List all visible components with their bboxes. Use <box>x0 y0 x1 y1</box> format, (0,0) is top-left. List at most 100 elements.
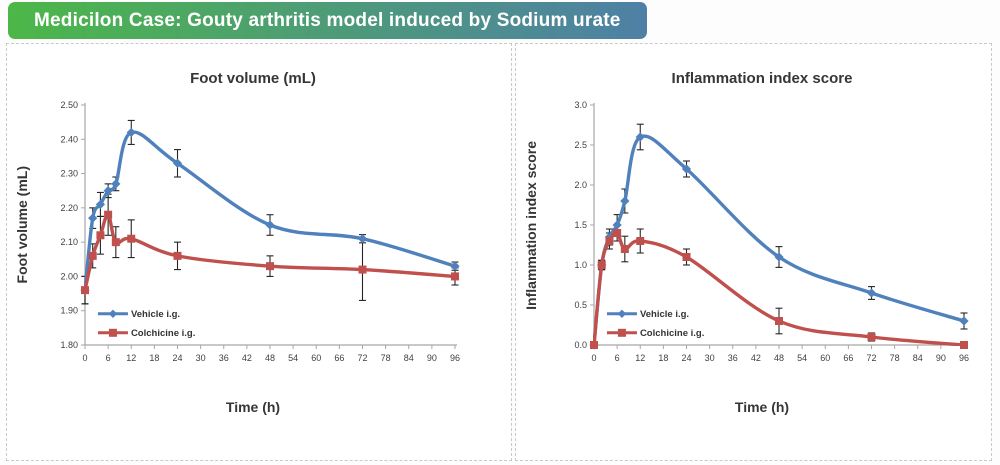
foot-volume-chart: 1.80 1.90 2.00 2.10 2.20 2.30 2.40 2.50 0 6 12 18 24… <box>60 100 460 363</box>
foot-volume-yaxis-label: Foot volume (mL) <box>14 166 30 284</box>
diamond-marker <box>620 196 630 206</box>
x-tick-label: 36 <box>728 353 738 363</box>
x-tick-label: 90 <box>427 353 437 363</box>
x-tick-label: 54 <box>288 353 298 363</box>
legend-diamond-marker <box>617 309 627 318</box>
inflammation-chart: 0.0 0.5 1.0 1.5 2.0 2.5 3.0 0 6 12 18 24 30 36 42 48 54 6… <box>574 100 969 363</box>
x-tick-label: 84 <box>404 353 414 363</box>
y-tick-label: 0.5 <box>574 300 587 310</box>
x-tick-label: 24 <box>172 353 182 363</box>
x-tick-label: 0 <box>591 353 596 363</box>
y-tick-label: 2.10 <box>60 237 78 247</box>
y-tick-label: 1.0 <box>574 260 587 270</box>
square-marker <box>775 317 783 325</box>
square-marker <box>81 286 89 295</box>
chart-panels: Foot volume (mL) Foot volume (mL) 1.80 1.… <box>6 43 992 461</box>
diamond-marker <box>774 252 784 262</box>
square-marker <box>111 238 120 247</box>
x-tick-label: 24 <box>681 353 691 363</box>
square-marker <box>88 251 97 260</box>
x-tick-label: 60 <box>311 353 321 363</box>
square-marker <box>104 210 113 219</box>
x-tick-label: 42 <box>242 353 252 363</box>
x-tick-label: 42 <box>751 353 761 363</box>
diamond-marker <box>265 220 275 230</box>
y-tick-label: 0.0 <box>574 340 587 350</box>
x-tick-label: 12 <box>635 353 645 363</box>
x-tick-label: 54 <box>797 353 807 363</box>
y-tick-label: 2.0 <box>574 180 587 190</box>
y-tick-label: 3.0 <box>574 100 587 110</box>
y-tick-label: 2.20 <box>60 203 78 213</box>
series-line <box>84 130 457 292</box>
case-banner-title: Medicilon Case: Gouty arthritis model in… <box>34 9 621 31</box>
diamond-marker <box>681 164 692 174</box>
square-marker <box>173 251 182 260</box>
x-tick-label: 78 <box>381 353 391 363</box>
diamond-marker <box>612 220 622 230</box>
square-marker <box>127 234 136 243</box>
square-marker <box>613 229 622 237</box>
square-marker <box>960 341 968 349</box>
x-tick-label: 72 <box>357 353 367 363</box>
y-tick-label: 2.50 <box>60 100 78 110</box>
diamond-marker <box>635 132 645 142</box>
y-tick-label: 2.00 <box>60 271 78 281</box>
inflammation-chart-row: Inflammation index score 0.0 0.5 1.0 1.5 2.0… <box>516 95 978 385</box>
square-marker <box>451 272 459 281</box>
x-tick-label: 84 <box>913 353 923 363</box>
foot-volume-xaxis-label: Time (h) <box>225 399 281 415</box>
x-tick-label: 18 <box>658 353 668 363</box>
y-tick-label: 1.80 <box>60 340 78 350</box>
inflammation-yaxis-label: Inflammation index score <box>523 140 539 310</box>
square-marker <box>597 261 606 269</box>
x-tick-label: 48 <box>265 353 275 363</box>
x-tick-label: 96 <box>959 353 969 363</box>
square-marker <box>96 231 105 240</box>
inflammation-chart-title: Inflammation index score <box>671 70 853 87</box>
legend-label: Vehicle i.g. <box>640 309 689 320</box>
square-marker <box>682 253 691 261</box>
y-tick-label: 1.90 <box>60 306 78 316</box>
y-tick-label: 2.30 <box>60 169 78 179</box>
x-tick-label: 6 <box>106 353 111 363</box>
x-tick-label: 78 <box>890 353 900 363</box>
legend-square-marker <box>108 328 117 337</box>
x-tick-label: 12 <box>126 353 136 363</box>
x-tick-label: 18 <box>149 353 159 363</box>
foot-volume-chart-row: Foot volume (mL) 1.80 1.90 2.00 2.10 2.20 2.3… <box>7 95 469 385</box>
x-tick-label: 36 <box>219 353 229 363</box>
legend-label: Vehicle i.g. <box>131 309 180 320</box>
diamond-marker <box>450 261 460 271</box>
x-tick-label: 60 <box>820 353 830 363</box>
foot-volume-panel: Foot volume (mL) Foot volume (mL) 1.80 1.… <box>6 43 512 461</box>
inflammation-xaxis-label: Time (h) <box>734 399 790 415</box>
square-marker <box>590 341 598 349</box>
diamond-marker <box>111 179 121 189</box>
diamond-marker <box>866 288 877 298</box>
y-tick-label: 2.5 <box>574 140 587 150</box>
x-tick-label: 90 <box>936 353 946 363</box>
y-tick-label: 1.5 <box>574 220 587 230</box>
square-marker <box>266 262 274 271</box>
square-marker <box>605 237 614 245</box>
case-banner: Medicilon Case: Gouty arthritis model in… <box>8 2 647 39</box>
legend-square-marker <box>617 328 626 337</box>
foot-volume-yaxis-label-col: Foot volume (mL) <box>7 95 37 385</box>
legend-diamond-marker <box>108 309 118 318</box>
foot-volume-chart-title: Foot volume (mL) <box>190 70 316 87</box>
inflammation-panel: Inflammation index score Inflammation in… <box>515 43 992 461</box>
x-tick-label: 66 <box>843 353 853 363</box>
diamond-marker <box>357 234 368 244</box>
legend-label: Colchicine i.g. <box>640 328 704 339</box>
square-marker <box>358 265 367 274</box>
y-tick-label: 2.40 <box>60 134 78 144</box>
x-tick-label: 66 <box>334 353 344 363</box>
x-tick-label: 72 <box>866 353 876 363</box>
x-tick-label: 30 <box>705 353 715 363</box>
x-tick-label: 0 <box>82 353 87 363</box>
diamond-marker <box>959 316 969 326</box>
x-tick-label: 6 <box>615 353 620 363</box>
x-tick-label: 96 <box>450 353 460 363</box>
diamond-marker <box>88 213 98 223</box>
